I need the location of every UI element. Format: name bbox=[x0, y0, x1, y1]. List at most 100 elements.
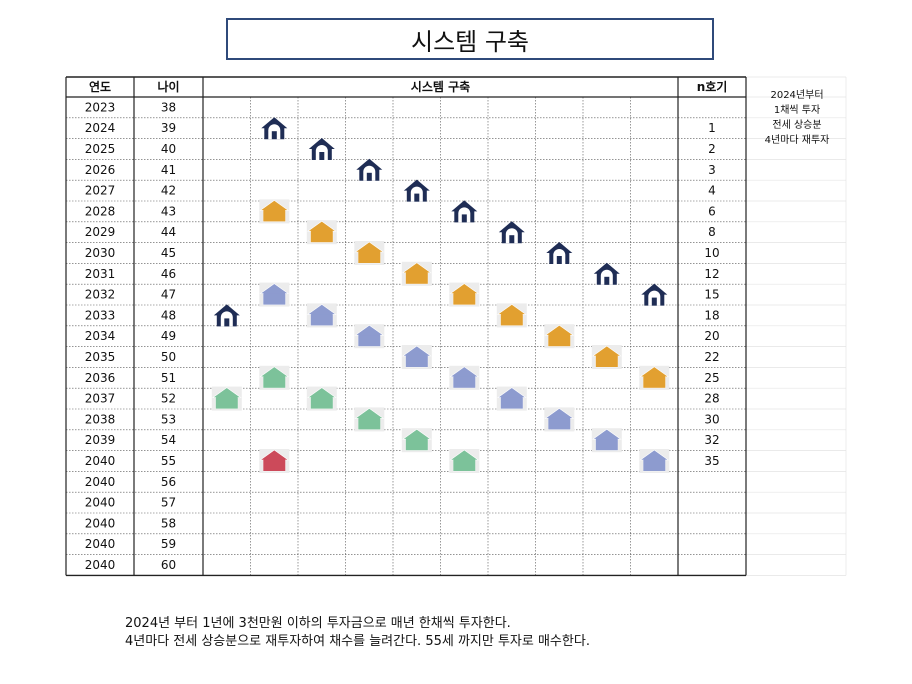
cell-year: 2024 bbox=[85, 121, 116, 135]
cell-age: 51 bbox=[161, 371, 176, 385]
house-icon bbox=[401, 345, 432, 369]
cell-count: 8 bbox=[708, 225, 716, 239]
cell-year: 2028 bbox=[85, 204, 116, 218]
cell-age: 47 bbox=[161, 288, 176, 302]
cell-count: 18 bbox=[704, 308, 719, 322]
side-note-line: 2024년부터 bbox=[770, 90, 824, 101]
house-icon bbox=[211, 386, 242, 411]
house-icon bbox=[449, 282, 480, 307]
cell-count: 35 bbox=[704, 454, 719, 468]
cell-count: 20 bbox=[704, 329, 719, 343]
cell-year: 2039 bbox=[85, 433, 116, 447]
side-note-line: 전세 상승분 bbox=[772, 120, 822, 131]
house-icon bbox=[306, 386, 337, 411]
side-note-line: 4년마다 재투자 bbox=[764, 135, 830, 146]
house-icon bbox=[451, 200, 478, 223]
cell-count: 25 bbox=[704, 371, 719, 385]
house-icon bbox=[403, 179, 430, 202]
cell-age: 60 bbox=[161, 558, 176, 572]
cell-count: 3 bbox=[708, 163, 716, 177]
house-icon bbox=[354, 324, 385, 349]
house-icon bbox=[639, 365, 670, 390]
cell-count: 15 bbox=[704, 288, 719, 302]
house-icon bbox=[498, 221, 525, 244]
cell-age: 59 bbox=[161, 537, 176, 551]
cell-age: 41 bbox=[161, 163, 176, 177]
house-icon bbox=[641, 283, 668, 306]
cell-year: 2036 bbox=[85, 371, 116, 385]
cell-age: 57 bbox=[161, 496, 176, 510]
house-icon bbox=[496, 386, 527, 411]
cell-year: 2026 bbox=[85, 163, 116, 177]
cell-year: 2025 bbox=[85, 142, 116, 156]
cell-count: 2 bbox=[708, 142, 716, 156]
cell-age: 39 bbox=[161, 121, 176, 135]
cell-age: 43 bbox=[161, 204, 176, 218]
cell-count: 28 bbox=[704, 392, 719, 406]
house-icon bbox=[544, 407, 575, 432]
house-icon bbox=[591, 345, 622, 369]
cell-year: 2027 bbox=[85, 184, 116, 198]
house-icon bbox=[449, 365, 480, 390]
cell-age: 42 bbox=[161, 184, 176, 198]
house-icon bbox=[354, 241, 385, 265]
cell-year: 2040 bbox=[85, 516, 116, 530]
cell-age: 38 bbox=[161, 100, 176, 114]
cell-age: 49 bbox=[161, 329, 176, 343]
house-icon bbox=[259, 199, 290, 224]
house-icon bbox=[449, 449, 480, 473]
header-year: 연도 bbox=[89, 79, 111, 94]
cell-year: 2040 bbox=[85, 475, 116, 489]
cell-year: 2030 bbox=[85, 246, 116, 260]
cell-count: 30 bbox=[704, 412, 719, 426]
page-title: 시스템 구축 bbox=[226, 18, 714, 60]
cell-year: 2023 bbox=[85, 100, 116, 114]
house-icon bbox=[306, 303, 337, 328]
house-icon bbox=[546, 242, 573, 264]
house-icon bbox=[261, 117, 288, 140]
cell-age: 45 bbox=[161, 246, 176, 260]
header-system: 시스템 구축 bbox=[411, 79, 470, 94]
house-icon bbox=[591, 428, 622, 453]
house-icon bbox=[354, 407, 385, 432]
house-icon bbox=[259, 449, 290, 473]
cell-year: 2040 bbox=[85, 537, 116, 551]
cell-count: 12 bbox=[704, 267, 719, 281]
house-icon bbox=[259, 365, 290, 390]
side-note: 2024년부터 1채씩 투자 전세 상승분 4년마다 재투자 bbox=[748, 88, 846, 148]
note-line-1: 2024년 부터 1년에 3천만원 이하의 투자금으로 매년 한채씩 투자한다. bbox=[125, 616, 511, 631]
cell-age: 48 bbox=[161, 308, 176, 322]
cell-count: 10 bbox=[704, 246, 719, 260]
house-icon bbox=[306, 220, 337, 245]
cell-year: 2033 bbox=[85, 308, 116, 322]
house-icon bbox=[639, 449, 670, 473]
cell-year: 2040 bbox=[85, 454, 116, 468]
cell-age: 58 bbox=[161, 516, 176, 530]
cell-year: 2032 bbox=[85, 288, 116, 302]
cell-year: 2035 bbox=[85, 350, 116, 364]
cell-age: 52 bbox=[161, 392, 176, 406]
cell-age: 54 bbox=[161, 433, 176, 447]
cell-year: 2029 bbox=[85, 225, 116, 239]
cell-age: 40 bbox=[161, 142, 176, 156]
side-note-line: 1채씩 투자 bbox=[773, 105, 821, 116]
cell-count: 6 bbox=[708, 204, 716, 218]
house-icon bbox=[259, 282, 290, 307]
cell-age: 55 bbox=[161, 454, 176, 468]
cell-count: 1 bbox=[708, 121, 716, 135]
note-line-2: 4년마다 전세 상승분으로 재투자하여 채수를 늘려간다. 55세 까지만 투자… bbox=[125, 634, 590, 649]
header-count: n호기 bbox=[697, 79, 728, 94]
house-icon bbox=[544, 324, 575, 349]
house-icon bbox=[496, 303, 527, 328]
cell-year: 2040 bbox=[85, 496, 116, 510]
cell-age: 44 bbox=[161, 225, 176, 239]
cell-age: 53 bbox=[161, 412, 176, 426]
cell-age: 50 bbox=[161, 350, 176, 364]
house-icon bbox=[401, 261, 432, 286]
cell-age: 56 bbox=[161, 475, 176, 489]
cell-count: 22 bbox=[704, 350, 719, 364]
cell-age: 46 bbox=[161, 267, 176, 281]
house-icon bbox=[356, 158, 383, 181]
cell-year: 2040 bbox=[85, 558, 116, 572]
